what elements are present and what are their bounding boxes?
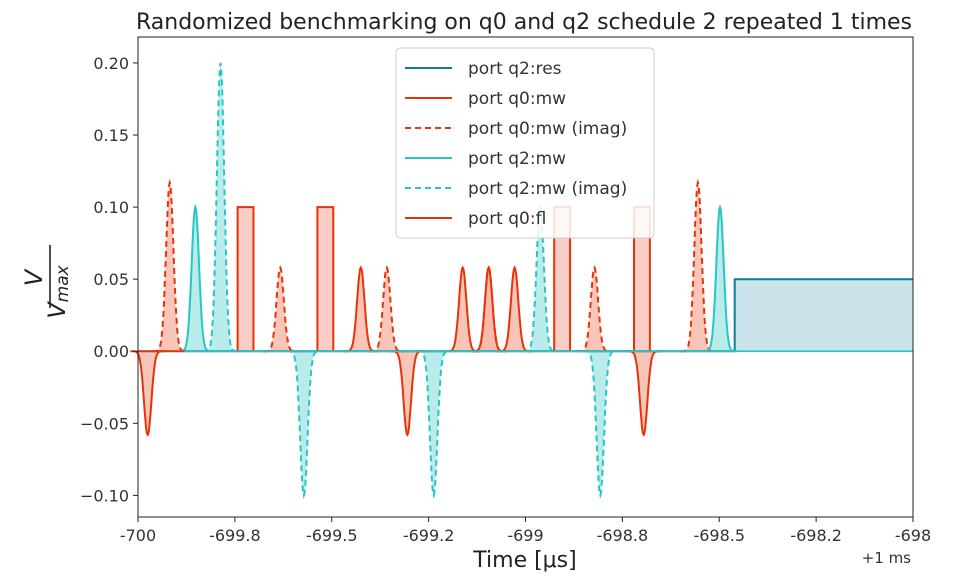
x-axis-title: Time [μs] — [472, 548, 576, 573]
pulse-fill — [680, 182, 716, 352]
pulse-fill — [416, 351, 452, 496]
pulse-fill — [626, 351, 662, 435]
y-tick-label: 0.05 — [93, 270, 129, 289]
pulse-fill — [389, 351, 425, 435]
pulse-mark — [203, 62, 238, 353]
y-tick-label: 0.15 — [93, 126, 129, 145]
pulse-fill — [203, 62, 238, 352]
pulse-mark — [702, 203, 738, 353]
x-tick-label: -699.8 — [209, 526, 261, 545]
pulse-lines — [130, 62, 913, 499]
y-tick-label: 0.20 — [93, 54, 129, 73]
x-tick-label: -699.2 — [403, 526, 455, 545]
pulse-fill — [130, 351, 166, 435]
y-tick-label: 0.00 — [93, 342, 129, 361]
res-fill-area — [734, 279, 913, 352]
legend-entry: port q0:mw — [468, 89, 566, 109]
x-tick-label: -699 — [507, 526, 543, 545]
pulse-fill — [286, 351, 322, 496]
x-offset-label: +1 ms — [862, 549, 911, 567]
flux-fill — [634, 207, 650, 352]
y-tick-label: 0.10 — [93, 198, 129, 217]
legend-entry: port q2:mw (imag) — [468, 179, 627, 199]
legend-box — [395, 47, 655, 239]
pulse-mark — [286, 350, 322, 499]
pulse-fill — [522, 207, 558, 352]
pulse-fill — [369, 267, 405, 352]
chart-title: Randomized benchmarking on q0 and q2 sch… — [136, 10, 912, 35]
legend-entry: port q0:mw (imag) — [468, 119, 627, 139]
flux-fill — [554, 207, 571, 352]
x-tick-label: -698.8 — [597, 526, 649, 545]
pulse-fills — [130, 62, 913, 496]
legend-entry: port q2:res — [468, 59, 562, 79]
pulse-fill — [262, 267, 298, 352]
pulse-fill — [471, 267, 507, 352]
legend-entry: port q2:mw — [468, 149, 566, 169]
pulse-fill — [343, 267, 379, 352]
y-axis: −0.10 −0.05 0.00 0.05 0.10 0.15 0.20 — [80, 54, 138, 505]
x-tick-label: -698.5 — [693, 526, 745, 545]
y-tick-label: −0.05 — [80, 414, 129, 433]
flux-fill — [317, 207, 334, 352]
x-tick-label: -699.5 — [306, 526, 358, 545]
x-tick-label: -700 — [120, 526, 156, 545]
pulse-fill — [152, 182, 188, 352]
y-axis-title: V Vmax — [20, 245, 73, 319]
y-axis-title-numerator: V — [20, 268, 48, 286]
pulse-fill — [497, 267, 533, 352]
legend-entry: port q0:fl — [468, 209, 546, 229]
pulse-mark — [416, 350, 452, 499]
legend: port q2:res port q0:mw port q0:mw (imag) po… — [395, 47, 655, 239]
pulse-mark — [582, 350, 618, 499]
pulse-fill — [177, 207, 213, 352]
pulse-fill — [582, 351, 618, 496]
x-axis: -700 -699.8 -699.5 -699.2 -699 -698.8 -698.5 -6… — [120, 517, 931, 545]
flux-pulse-mark — [236, 206, 255, 352]
pulse-fill — [445, 267, 481, 352]
pulse-fill — [702, 207, 738, 352]
y-tick-label: −0.10 — [80, 486, 129, 505]
x-tick-label: -698 — [895, 526, 931, 545]
flux-fill — [237, 207, 254, 352]
x-tick-label: -698.2 — [790, 526, 842, 545]
pulse-fill — [577, 267, 612, 352]
flux-pulse-mark — [316, 206, 335, 352]
y-axis-title-denominator: Vmax — [43, 264, 73, 318]
